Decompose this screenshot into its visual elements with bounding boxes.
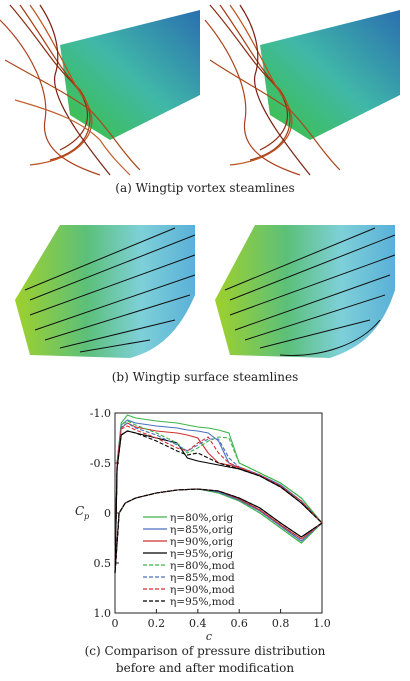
y-tick-label: 0 (104, 507, 111, 520)
caption-c-line1: (c) Comparison of pressure distribution (85, 644, 326, 658)
legend-label: η=95%,orig (170, 548, 233, 560)
series-line (114, 430, 323, 574)
y-tick-label: 1.0 (94, 607, 112, 620)
y-tick-label: -0.5 (90, 457, 111, 470)
vortex-render-left (0, 4, 200, 176)
x-tick-label: 0 (112, 617, 119, 630)
series-line (114, 420, 323, 574)
legend-label: η=85%,mod (170, 572, 235, 584)
legend-label: η=80%,mod (170, 560, 235, 572)
y-axis-label: C (75, 504, 84, 518)
legend-label: η=85%,orig (170, 524, 233, 536)
x-axis-label: c (206, 630, 212, 643)
x-tick-label: 1.0 (313, 617, 331, 630)
y-tick-label: 0.5 (94, 557, 112, 570)
vortex-render-right (204, 4, 400, 176)
legend-label: η=90%,mod (170, 584, 235, 596)
x-tick-label: 0.8 (272, 617, 290, 630)
caption-c-line2: before and after modification (116, 661, 294, 675)
y-tick-label: -1.0 (90, 407, 111, 420)
caption-b: (b) Wingtip surface steamlines (112, 370, 299, 384)
surface-render-right (215, 225, 396, 358)
legend-label: η=90%,orig (170, 536, 233, 548)
x-tick-label: 0.2 (148, 617, 166, 630)
legend-label: η=80%,orig (170, 512, 233, 524)
y-axis-label-sub: p (84, 512, 89, 521)
x-tick-label: 0.6 (230, 617, 248, 630)
legend-label: η=95%,mod (170, 596, 235, 608)
surface-render-left (15, 225, 196, 358)
caption-a: (a) Wingtip vortex steamlines (115, 181, 294, 195)
x-tick-label: 0.4 (189, 617, 207, 630)
